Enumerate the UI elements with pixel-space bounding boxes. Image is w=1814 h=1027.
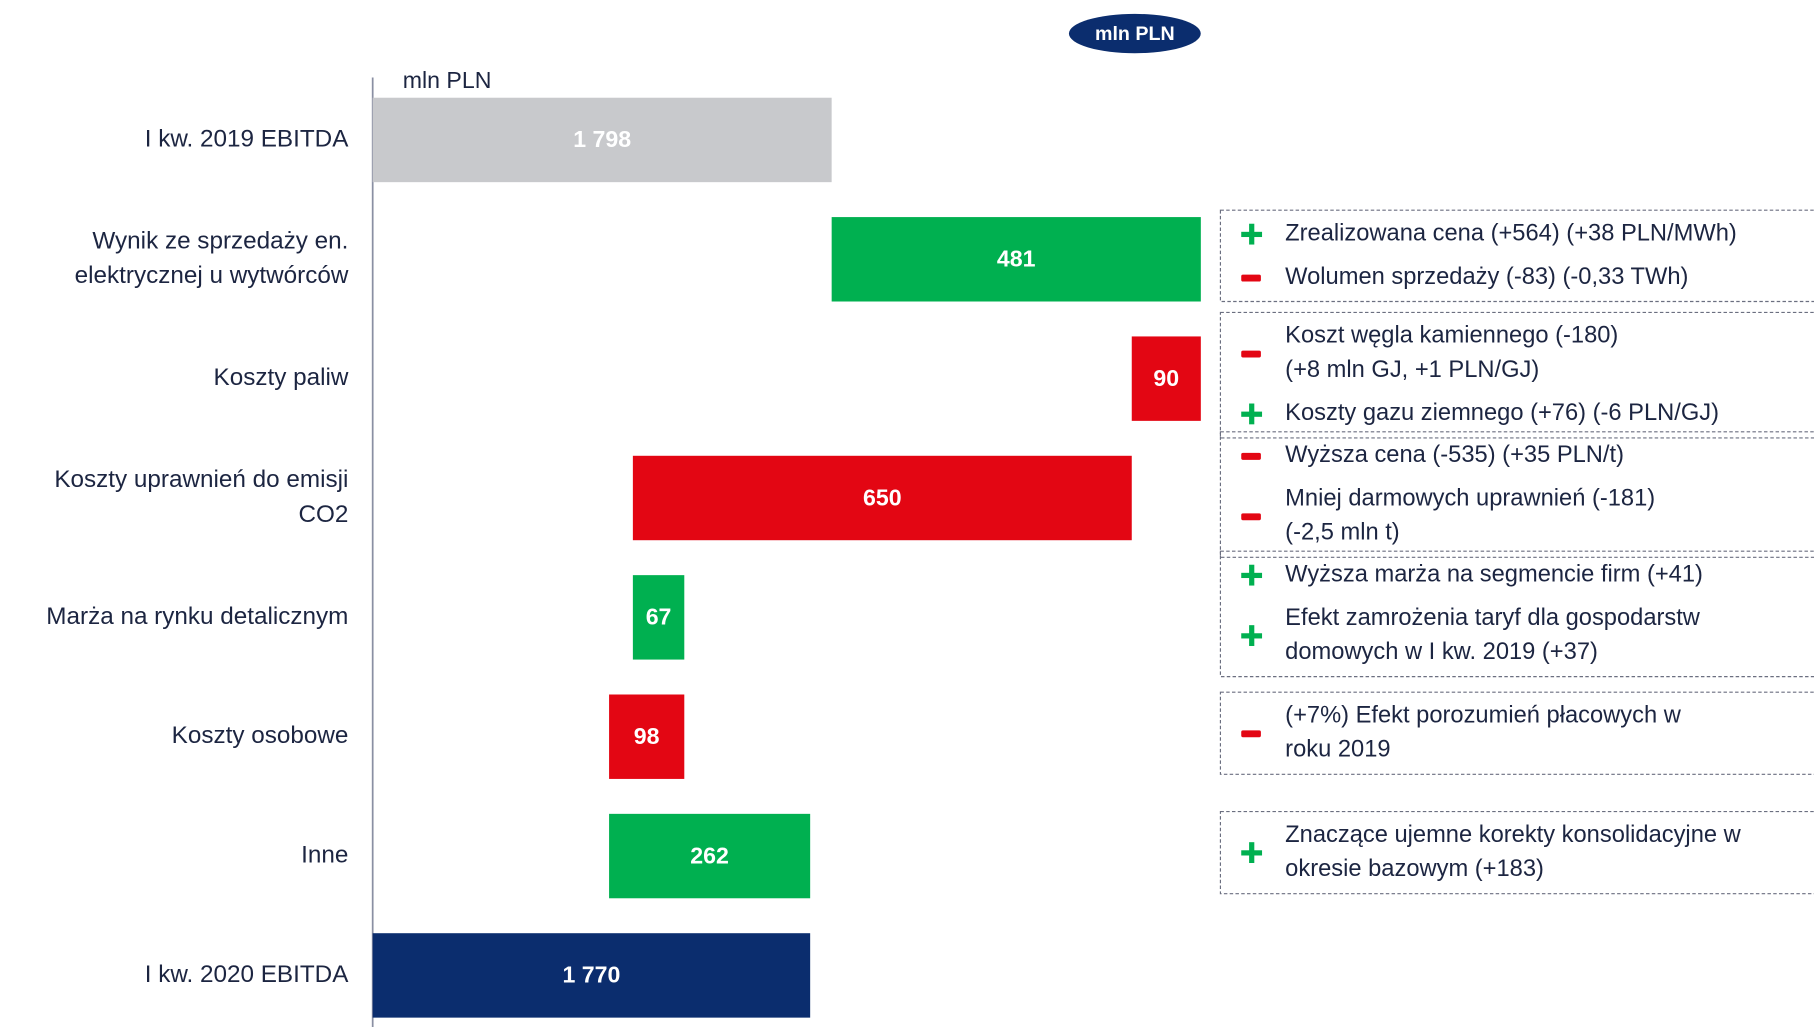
bar [372, 933, 811, 1018]
note-text: Mniej darmowych uprawnień (-181) [1285, 485, 1655, 511]
note-box [1219, 550, 1814, 678]
unit-label: mln PLN [403, 67, 492, 93]
category-label: Inne [301, 841, 348, 868]
note-box [1219, 311, 1814, 439]
minus-icon [1241, 513, 1261, 521]
note-box [1219, 209, 1814, 303]
note-text: Znaczące ujemne korekty konsolidacyjne w [1285, 822, 1741, 848]
note-text: roku 2019 [1285, 737, 1390, 763]
value-label: 67 [646, 604, 672, 630]
value-label: 90 [1153, 365, 1179, 391]
note-text: Wyższa cena (-535) (+35 PLN/t) [1285, 442, 1624, 468]
bar [1131, 336, 1201, 421]
bar [609, 813, 811, 899]
category-label: elektrycznej u wytwórców [75, 262, 349, 289]
bar [831, 217, 1201, 302]
category-label: I kw. 2019 EBITDA [145, 125, 349, 152]
plus-icon [1249, 403, 1255, 425]
category-label: Koszty osobowe [172, 722, 349, 749]
note-text: Koszty gazu ziemnego (+76) (-6 PLN/GJ) [1285, 400, 1719, 426]
minus-icon [1241, 730, 1261, 738]
note-text: Wolumen sprzedaży (-83) (-0,33 TWh) [1285, 264, 1688, 290]
note-text: Koszt węgla kamiennego (-180) [1285, 323, 1618, 349]
plus-icon [1249, 625, 1255, 646]
value-label: 262 [690, 842, 729, 868]
category-label: Marża na rynku detalicznym [46, 603, 348, 630]
value-label: 650 [863, 484, 902, 510]
note-text: Zrealizowana cena (+564) (+38 PLN/MWh) [1285, 220, 1737, 246]
category-label: CO2 [298, 501, 348, 528]
category-label: I kw. 2020 EBITDA [145, 961, 349, 988]
minus-icon [1241, 452, 1261, 460]
category-label: Wynik ze sprzedaży en. [92, 227, 348, 254]
plus-icon [1249, 564, 1255, 586]
value-label: 1 770 [562, 962, 620, 988]
note-text: (-2,5 mln t) [1285, 520, 1400, 546]
note-box [1219, 691, 1814, 775]
bar [372, 97, 832, 183]
value-label: 98 [634, 723, 660, 749]
minus-icon [1241, 274, 1261, 282]
bar [609, 694, 685, 779]
note-text: Efekt zamrożenia taryf dla gospodarstw [1285, 605, 1701, 631]
value-label: 481 [997, 246, 1036, 272]
unit-badge-text: mln PLN [1095, 23, 1175, 45]
note-box [1219, 810, 1814, 895]
note-text: okresie bazowym (+183) [1285, 856, 1544, 882]
note-text: (+8 mln GJ, +1 PLN/GJ) [1285, 357, 1539, 383]
note-text: Wyższa marża na segmencie firm (+41) [1285, 561, 1703, 587]
plus-icon [1249, 842, 1255, 864]
minus-icon [1241, 350, 1261, 358]
bar [632, 455, 1132, 541]
note-box [1219, 431, 1814, 558]
category-label: Koszty paliw [214, 364, 349, 391]
unit-badge [1068, 13, 1201, 54]
note-text: domowych w I kw. 2019 (+37) [1285, 639, 1598, 665]
value-label: 1 798 [573, 126, 631, 152]
plus-icon [1249, 223, 1255, 245]
category-label: Koszty uprawnień do emisji [54, 466, 348, 493]
note-text: (+7%) Efekt porozumień płacowych w [1285, 702, 1682, 728]
bar [632, 575, 685, 660]
